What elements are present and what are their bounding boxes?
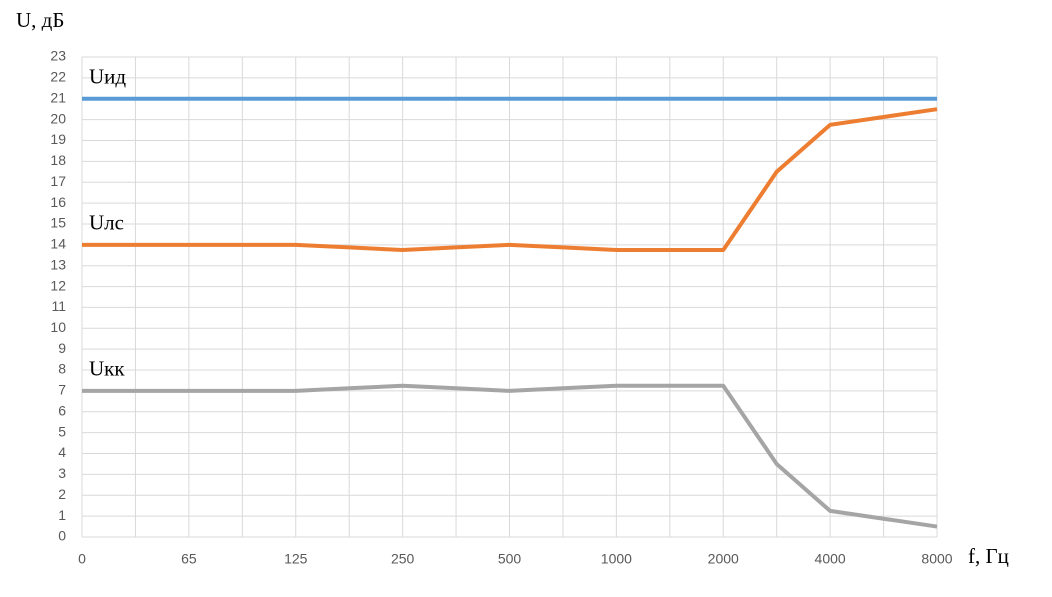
x-axis-title: f, Гц (968, 544, 1009, 568)
y-tick-label: 23 (50, 48, 66, 64)
y-tick-label: 5 (58, 423, 66, 439)
x-tick-label: 65 (181, 551, 197, 567)
series-label: Uлс (89, 211, 124, 235)
y-tick-label: 18 (50, 152, 66, 168)
y-tick-label: 16 (50, 194, 66, 210)
y-tick-label: 8 (58, 361, 66, 377)
y-tick-label: 9 (58, 340, 66, 356)
y-tick-label: 3 (58, 465, 66, 481)
y-tick-label: 17 (50, 173, 66, 189)
y-tick-label: 1 (58, 507, 66, 523)
y-tick-label: 22 (50, 69, 66, 85)
y-tick-label: 7 (58, 382, 66, 398)
y-axis-title: U, дБ (16, 8, 64, 32)
series-line (82, 107, 938, 253)
y-tick-label: 11 (51, 298, 66, 314)
series-line (82, 383, 938, 529)
x-tick-label: 4000 (815, 551, 846, 567)
x-tick-label: 0 (78, 551, 86, 567)
y-tick-label: 12 (50, 277, 66, 293)
y-tick-label: 6 (58, 402, 66, 418)
y-tick-label: 4 (58, 444, 66, 460)
y-tick-label: 13 (50, 256, 66, 272)
series-label: Uкк (89, 357, 125, 381)
y-tick-label: 15 (50, 215, 66, 231)
x-tick-label: 1000 (601, 551, 632, 567)
x-tick-label: 500 (498, 551, 522, 567)
y-tick-label: 10 (50, 319, 66, 335)
x-tick-label: 250 (391, 551, 415, 567)
x-tick-label: 8000 (921, 551, 952, 567)
y-tick-label: 2 (58, 486, 66, 502)
y-tick-label: 19 (50, 131, 66, 147)
y-tick-label: 21 (50, 89, 66, 105)
x-tick-label: 2000 (708, 551, 739, 567)
y-tick-label: 14 (50, 236, 66, 252)
series-label: Uид (89, 65, 126, 89)
x-tick-label: 125 (284, 551, 308, 567)
y-tick-label: 0 (58, 528, 66, 544)
y-tick-label: 20 (50, 110, 66, 126)
